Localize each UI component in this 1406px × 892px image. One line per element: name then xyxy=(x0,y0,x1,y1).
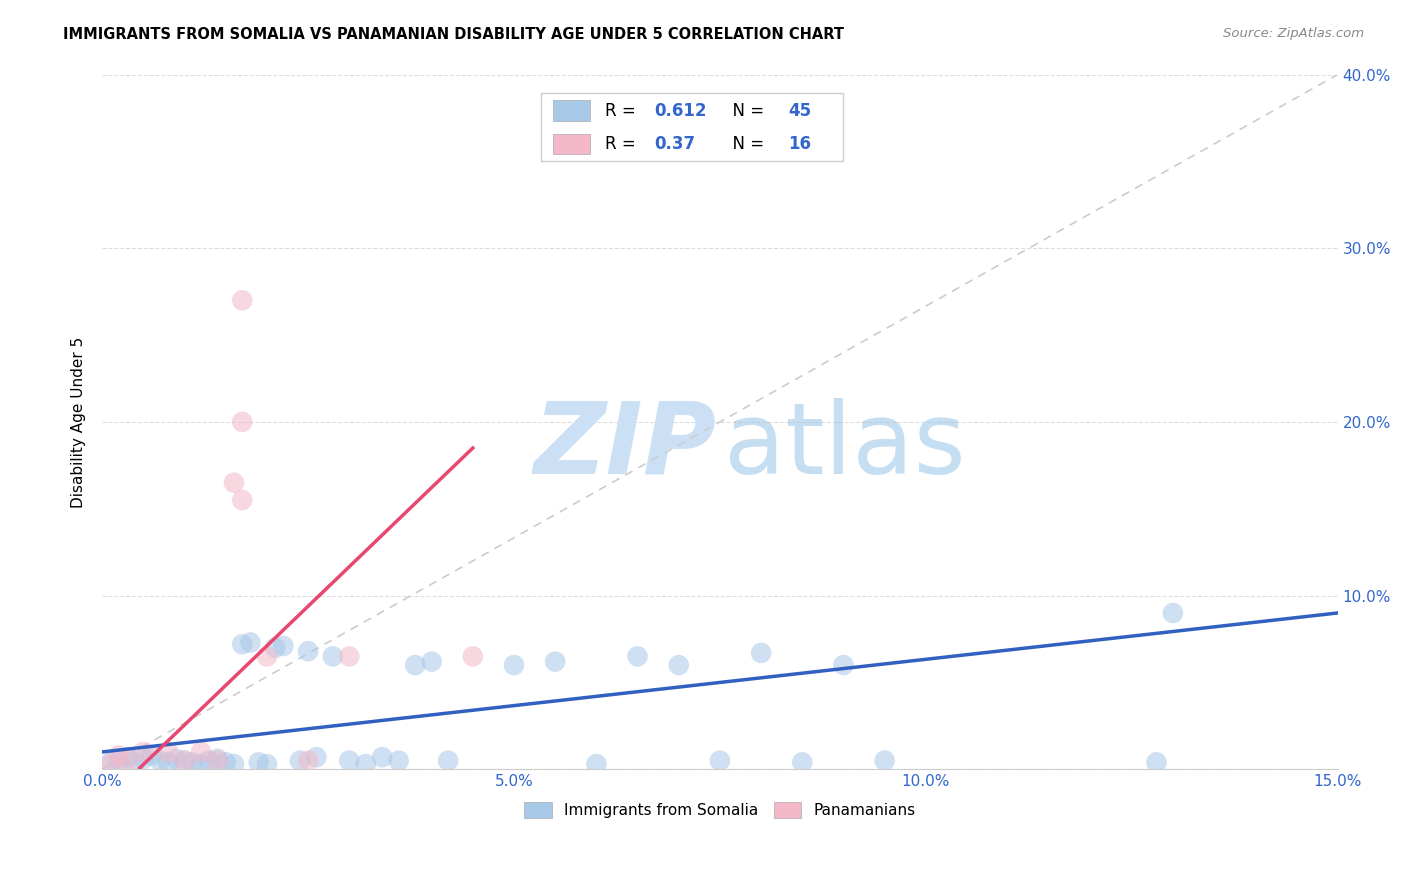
Legend: Immigrants from Somalia, Panamanians: Immigrants from Somalia, Panamanians xyxy=(519,796,921,824)
Point xyxy=(832,658,855,673)
Point xyxy=(337,754,360,768)
Text: N =: N = xyxy=(723,135,769,153)
Point xyxy=(157,756,180,770)
Point xyxy=(149,754,172,768)
Point xyxy=(231,493,253,508)
Point xyxy=(305,750,328,764)
Point xyxy=(371,750,394,764)
Point xyxy=(792,756,814,770)
Text: 0.37: 0.37 xyxy=(654,135,696,153)
Point xyxy=(388,754,411,768)
FancyBboxPatch shape xyxy=(553,100,591,121)
Point xyxy=(247,756,270,770)
FancyBboxPatch shape xyxy=(541,94,844,161)
Point xyxy=(173,754,195,768)
Text: ZIP: ZIP xyxy=(533,398,716,495)
Point xyxy=(749,646,772,660)
Point xyxy=(157,745,180,759)
Point xyxy=(207,754,229,768)
Point xyxy=(239,635,262,649)
Text: atlas: atlas xyxy=(724,398,966,495)
Text: 45: 45 xyxy=(787,102,811,120)
Point xyxy=(207,752,229,766)
Point xyxy=(124,756,146,770)
Point xyxy=(264,640,287,655)
Point xyxy=(873,754,896,768)
Point xyxy=(231,293,253,308)
Point xyxy=(461,649,484,664)
Point xyxy=(107,748,129,763)
Point xyxy=(544,655,567,669)
Text: R =: R = xyxy=(605,102,641,120)
Text: Source: ZipAtlas.com: Source: ZipAtlas.com xyxy=(1223,27,1364,40)
Point xyxy=(198,754,221,768)
Point xyxy=(626,649,648,664)
Point xyxy=(231,637,253,651)
Point xyxy=(354,757,377,772)
Point xyxy=(297,644,319,658)
Point xyxy=(190,745,212,759)
Point xyxy=(337,649,360,664)
Point xyxy=(1161,606,1184,620)
Text: 16: 16 xyxy=(787,135,811,153)
Point xyxy=(668,658,690,673)
Point xyxy=(222,475,245,490)
Point xyxy=(709,754,731,768)
Y-axis label: Disability Age Under 5: Disability Age Under 5 xyxy=(72,336,86,508)
Text: N =: N = xyxy=(723,102,769,120)
Point xyxy=(222,757,245,772)
Point xyxy=(256,757,278,772)
Text: R =: R = xyxy=(605,135,641,153)
Point xyxy=(420,655,443,669)
Point xyxy=(215,756,238,770)
Point xyxy=(181,756,204,770)
Point xyxy=(297,754,319,768)
Point xyxy=(132,752,155,766)
Point xyxy=(165,752,187,766)
Point xyxy=(288,754,311,768)
Point xyxy=(503,658,526,673)
Point xyxy=(256,649,278,664)
Point xyxy=(107,754,129,768)
Text: 0.612: 0.612 xyxy=(654,102,707,120)
Point xyxy=(173,754,195,768)
Point xyxy=(322,649,344,664)
Point xyxy=(437,754,460,768)
Point xyxy=(585,757,607,772)
Point xyxy=(231,415,253,429)
Point xyxy=(132,745,155,759)
Point xyxy=(115,750,138,764)
Text: IMMIGRANTS FROM SOMALIA VS PANAMANIAN DISABILITY AGE UNDER 5 CORRELATION CHART: IMMIGRANTS FROM SOMALIA VS PANAMANIAN DI… xyxy=(63,27,844,42)
Point xyxy=(190,757,212,772)
Point xyxy=(1146,756,1168,770)
Point xyxy=(100,757,122,772)
Point xyxy=(100,756,122,770)
Point xyxy=(404,658,426,673)
Point xyxy=(141,748,163,763)
Point xyxy=(273,639,295,653)
FancyBboxPatch shape xyxy=(553,134,591,154)
Point xyxy=(115,754,138,768)
